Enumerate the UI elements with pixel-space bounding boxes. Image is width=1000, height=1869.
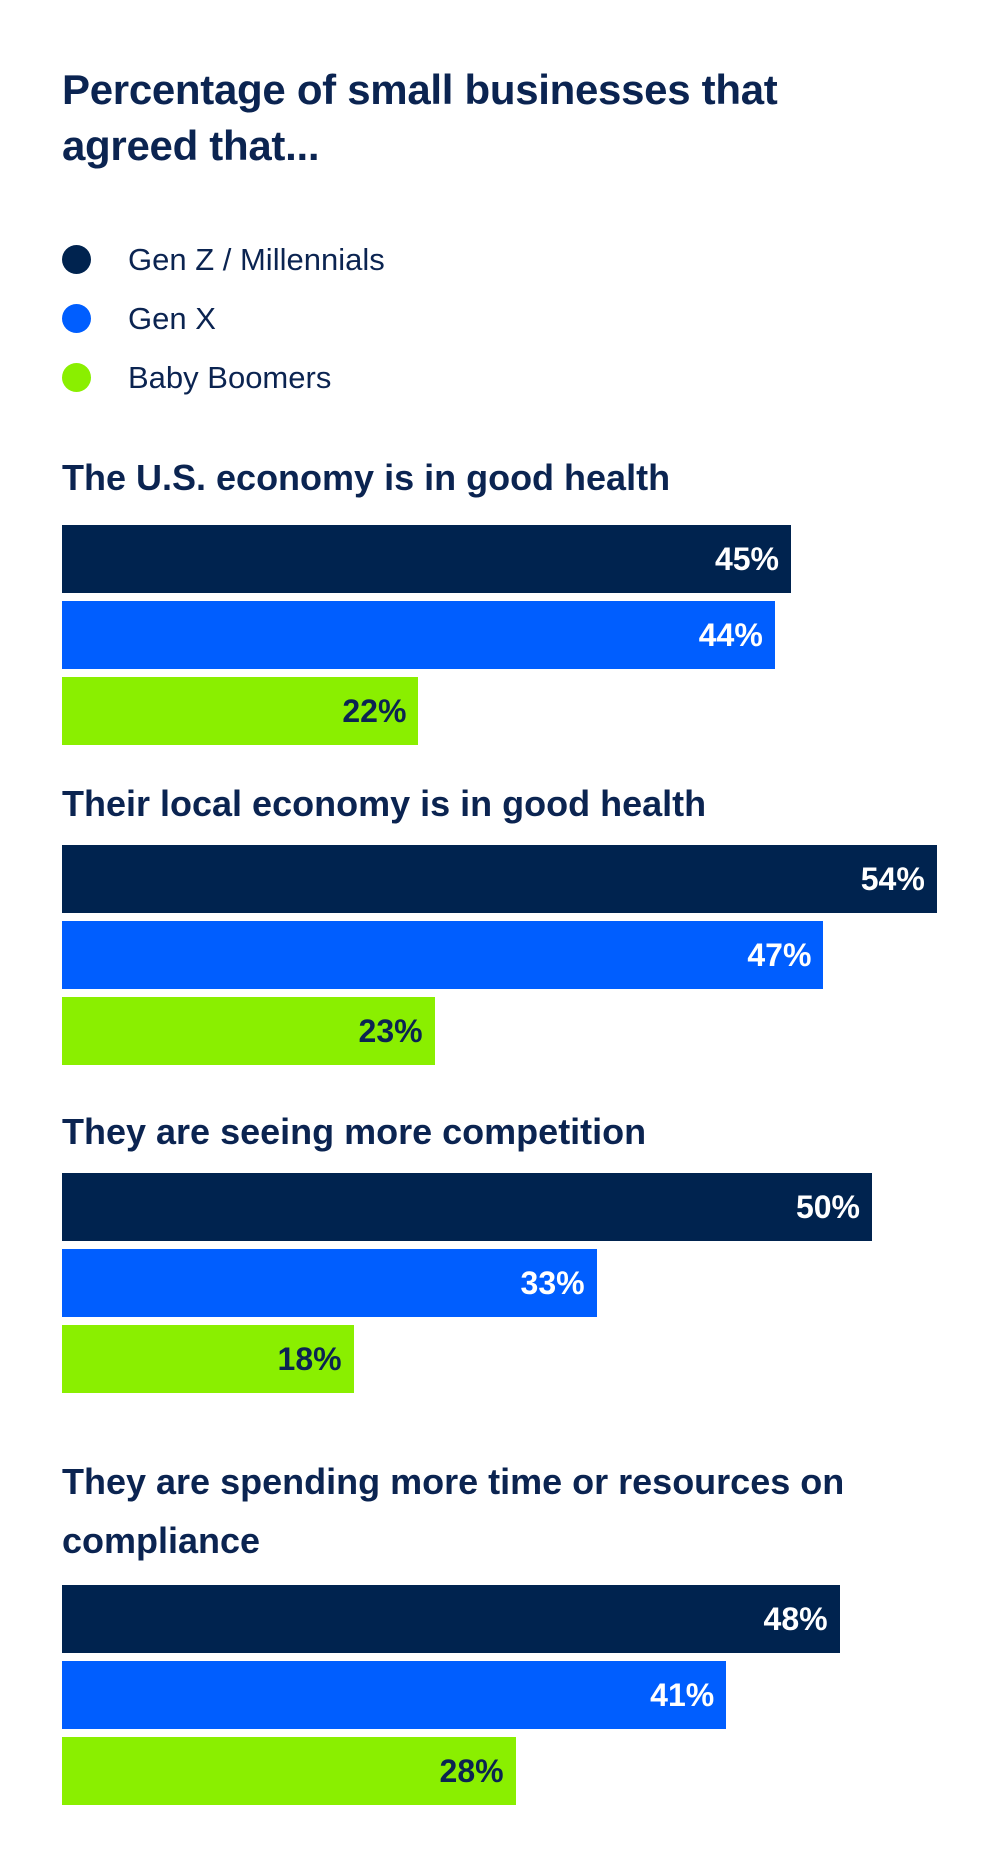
data-label: 41% [650, 1676, 715, 1713]
legend-dot-icon [62, 304, 91, 333]
data-label: 23% [358, 1012, 423, 1049]
data-label: 44% [698, 616, 763, 653]
bar: 54% [62, 845, 937, 913]
bar: 22% [62, 677, 419, 745]
data-label: 28% [439, 1752, 504, 1789]
legend-item-gen-x: Gen X [62, 289, 385, 348]
bar: 28% [62, 1737, 516, 1805]
bar: 48% [62, 1585, 840, 1653]
category-label: Their local economy is in good health [62, 783, 707, 824]
data-label: 47% [747, 936, 812, 973]
data-label: 54% [860, 860, 925, 897]
data-label: 45% [714, 540, 779, 577]
bar: 47% [62, 921, 824, 989]
data-label: 48% [763, 1600, 828, 1637]
data-label: 18% [277, 1340, 342, 1377]
category-label: They are spending more time or resources… [62, 1461, 845, 1561]
legend-item-gen-z-millennials: Gen Z / Millennials [62, 230, 385, 289]
bar: 44% [62, 601, 775, 669]
legend-dot-icon [62, 363, 91, 392]
legend-label: Gen Z / Millennials [128, 241, 385, 277]
category-label: They are seeing more competition [62, 1111, 647, 1152]
bar: 45% [62, 525, 791, 593]
data-label: 50% [795, 1188, 860, 1225]
category-label: The U.S. economy is in good health [62, 457, 671, 498]
data-label: 33% [520, 1264, 585, 1301]
bar: 33% [62, 1249, 597, 1317]
legend-item-baby-boomers: Baby Boomers [62, 348, 385, 407]
chart-title: Percentage of small businesses that agre… [62, 66, 778, 169]
bar: 23% [62, 997, 435, 1065]
legend: Gen Z / Millennials Gen X Baby Boomers [62, 230, 385, 407]
bar: 41% [62, 1661, 727, 1729]
legend-label: Gen X [128, 300, 216, 336]
data-label: 22% [342, 692, 407, 729]
legend-dot-icon [62, 245, 91, 274]
bar: 50% [62, 1173, 872, 1241]
legend-label: Baby Boomers [128, 359, 332, 395]
bar: 18% [62, 1325, 354, 1393]
